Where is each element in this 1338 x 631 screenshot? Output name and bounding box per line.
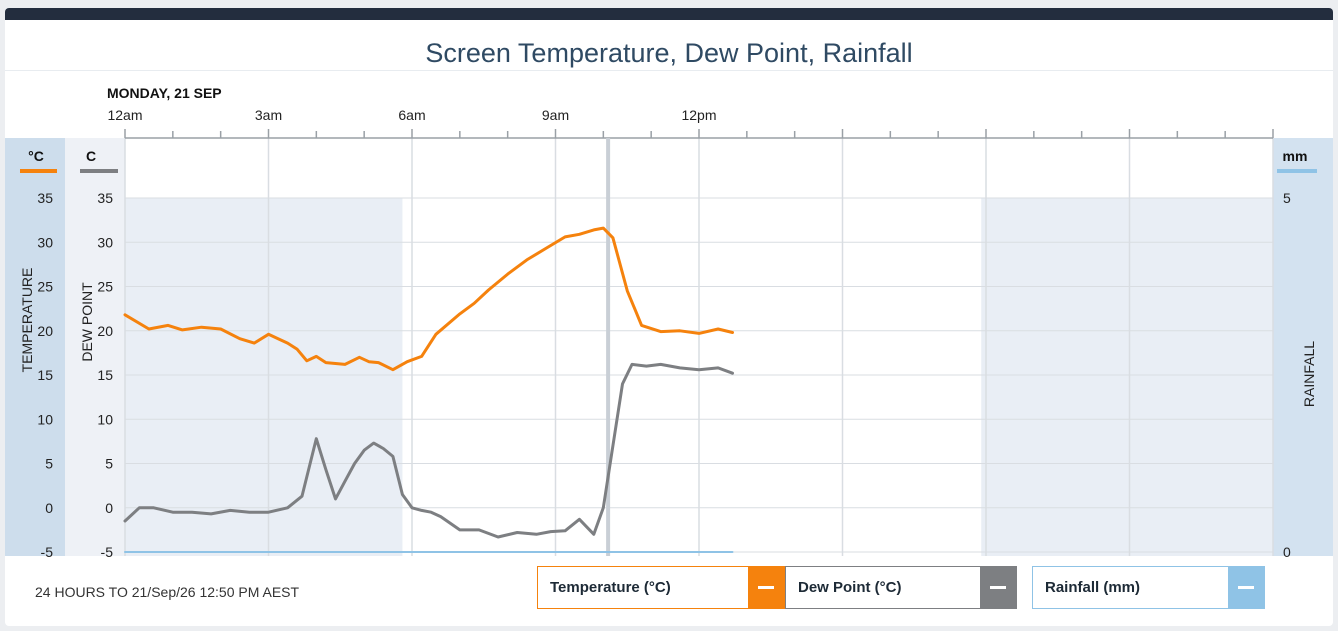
temperature-tick-label: 30 [37,234,53,250]
dewpoint-axis-title: DEW POINT [79,282,95,362]
temperature-tick-label: 20 [37,323,53,339]
dewpoint-tick-label: 30 [97,234,113,250]
dewpoint-tick-label: 10 [97,411,113,427]
dewpoint-tick-label: 5 [105,456,113,472]
chart-card: Screen Temperature, Dew Point, Rainfall … [5,8,1333,626]
rainfall-axis-panel [1273,138,1333,556]
minus-icon [1238,586,1254,589]
legend-dewpoint-button[interactable]: Dew Point (°C) [785,566,1017,609]
header-divider [5,70,1333,71]
x-tick-label: 12pm [681,107,716,123]
x-tick-label: 12am [107,107,142,123]
temperature-tick-label: 5 [45,456,53,472]
dewpoint-tick-label: 0 [105,500,113,516]
top-bar [5,8,1333,20]
rainfall-tick-label: 5 [1283,190,1291,206]
temperature-axis-panel [5,138,65,556]
temperature-axis-title: TEMPERATURE [19,268,35,373]
rainfall-unit-underline [1277,169,1317,173]
legend-temperature-label: Temperature (°C) [550,579,671,596]
dewpoint-unit: C [86,148,96,164]
temperature-tick-label: -5 [41,544,54,560]
dewpoint-tick-label: 20 [97,323,113,339]
temperature-unit: °C [28,148,44,164]
dewpoint-tick-label: 35 [97,190,113,206]
rainfall-unit: mm [1283,148,1308,164]
date-label: MONDAY, 21 SEP [107,85,222,101]
chart-title: Screen Temperature, Dew Point, Rainfall [425,38,913,68]
legend-temperature-button[interactable]: Temperature (°C) [537,566,785,609]
dewpoint-unit-underline [80,169,118,173]
temperature-tick-label: 10 [37,411,53,427]
dewpoint-tick-label: 15 [97,367,113,383]
minus-icon [990,586,1006,589]
temperature-tick-label: 35 [37,190,53,206]
x-tick-label: 3am [255,107,282,123]
temperature-tick-label: 25 [37,279,53,295]
rainfall-axis-title: RAINFALL [1301,341,1317,407]
x-tick-label: 6am [398,107,425,123]
series-line-dew_point [123,362,734,539]
rainfall-tick-label: 0 [1283,544,1291,560]
night-shading-0 [125,198,403,556]
minus-icon [758,586,774,589]
legend-rainfall-swatch [1228,567,1264,608]
temperature-unit-underline [20,169,57,173]
legend-dewpoint-label: Dew Point (°C) [798,579,902,596]
legend-temperature-swatch [748,567,784,608]
dewpoint-axis-panel [65,138,125,556]
legend-dewpoint-swatch [980,567,1016,608]
dewpoint-tick-label: -5 [101,544,114,560]
legend-rainfall-button[interactable]: Rainfall (mm) [1032,566,1265,609]
period-label: 24 HOURS TO 21/Sep/26 12:50 PM AEST [35,584,300,600]
temperature-tick-label: 0 [45,500,53,516]
night-shading-1 [981,198,1273,556]
series-line-temperature [123,226,734,372]
dewpoint-tick-label: 25 [97,279,113,295]
legend-rainfall-label: Rainfall (mm) [1045,579,1141,596]
temperature-tick-label: 15 [37,367,53,383]
x-tick-label: 9am [542,107,569,123]
